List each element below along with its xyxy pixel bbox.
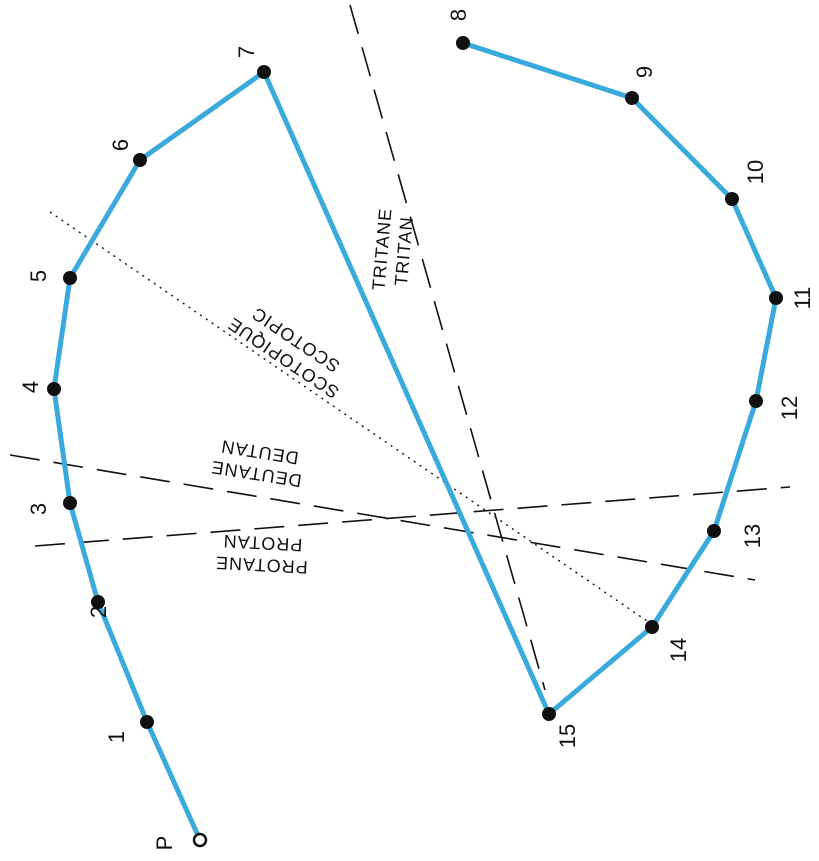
confusion-axes (9, 4, 791, 691)
protan-label-line2: PROTAN (222, 531, 303, 555)
cap-6-dot (133, 153, 147, 167)
cap-1-label: 1 (104, 731, 129, 743)
scotopic-axis-line (49, 211, 651, 624)
protan-label-line1: PROTANE (215, 553, 309, 578)
cap-14-label: 14 (666, 638, 691, 662)
cap-4-label: 4 (18, 381, 43, 393)
tritan-label: TRITANE TRITAN (368, 207, 417, 291)
cap-2-dot (91, 595, 105, 609)
cap-9-dot (625, 91, 639, 105)
cap-3-dot (63, 496, 77, 510)
cap-10-dot (725, 192, 739, 206)
cap-8-dot (456, 36, 470, 50)
cap-5-label: 5 (26, 270, 51, 282)
cap-p-dot (192, 832, 208, 848)
cap-13-label: 13 (740, 524, 765, 548)
cap-5-dot (63, 271, 77, 285)
cap-15-label: 15 (555, 724, 580, 748)
cap-9-label: 9 (632, 66, 657, 78)
cap-dots (47, 36, 783, 848)
cap-sequence-line (51, 40, 779, 843)
scotopic-label: SCOTOPIQUE SCOTOPIC (224, 303, 343, 403)
cap-11-label: 11 (790, 287, 815, 310)
cap-4-dot (47, 382, 61, 396)
cap-2-label: 2 (86, 606, 111, 618)
cap-7-label: 7 (234, 46, 259, 58)
cap-1-dot (140, 715, 154, 729)
cap-15-dot (542, 707, 556, 721)
cap-6-label: 6 (108, 139, 133, 151)
protan-axis-line (34, 486, 791, 547)
cap-3-label: 3 (26, 503, 51, 515)
cap-13-dot (707, 524, 721, 538)
tritan-axis-line (349, 4, 546, 691)
protan-label: PROTANE PROTAN (215, 531, 309, 578)
deutan-label: DEUTANE DEUTAN (209, 436, 303, 491)
tritan-label-line2: TRITAN (391, 215, 417, 286)
deutan-axis-line (9, 454, 756, 581)
cap-14-dot (645, 620, 659, 634)
cap-7-dot (257, 65, 271, 79)
cap-11-dot (769, 291, 783, 305)
cap-12-label: 12 (777, 396, 802, 420)
cap-p-label: P (152, 836, 177, 851)
cap-12-dot (749, 394, 763, 408)
cap-10-label: 10 (743, 160, 768, 184)
cap-8-label: 8 (446, 9, 471, 21)
cap-labels: P 1 2 3 4 5 6 7 8 9 10 11 12 13 14 15 (18, 9, 815, 850)
